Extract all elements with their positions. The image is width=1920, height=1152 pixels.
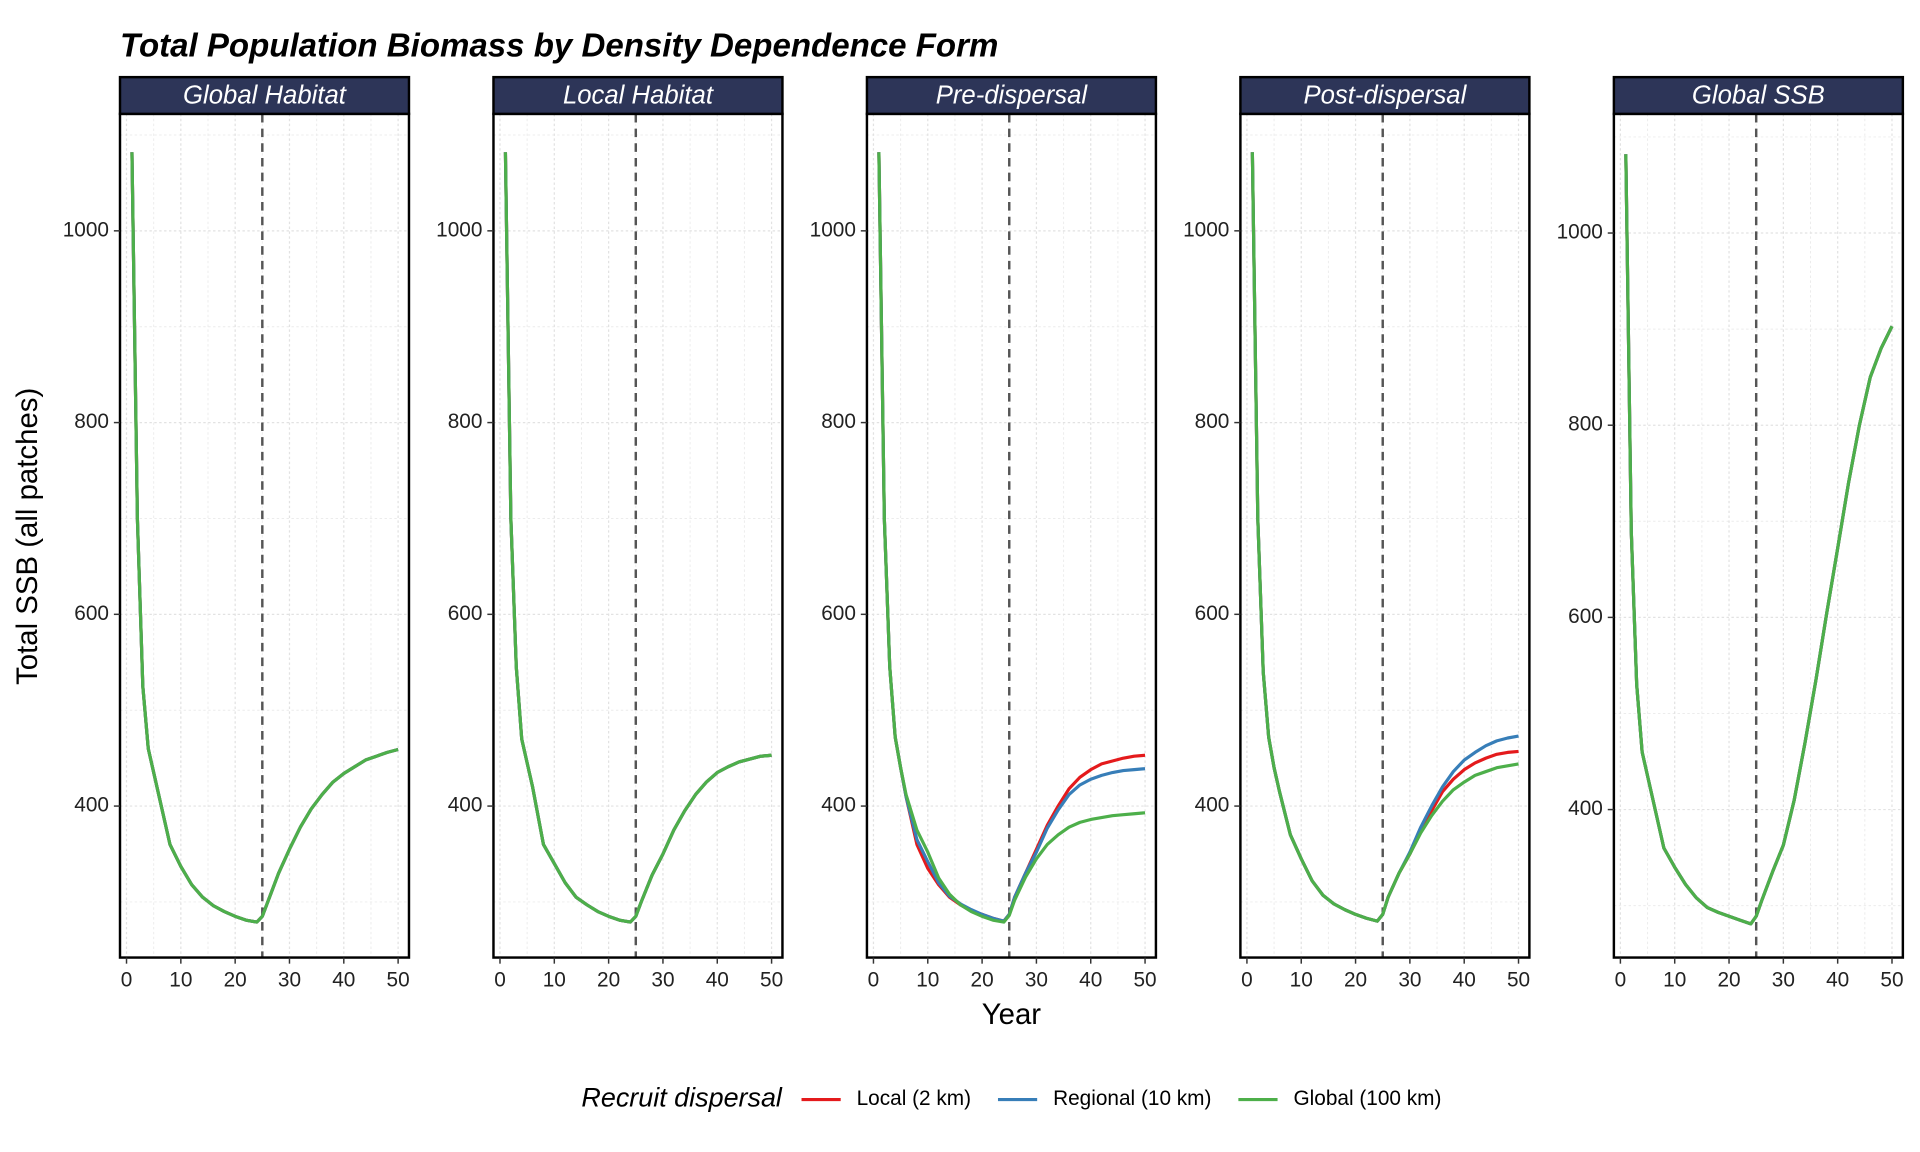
y-tick-label: 400 (1568, 797, 1603, 820)
y-axis-title: Total SSB (all patches) (11, 388, 44, 685)
y-tick-label: 1000 (436, 218, 482, 241)
x-tick-label: 10 (543, 968, 566, 991)
legend: Recruit dispersal Local (2 km) Regional (1… (581, 1083, 1441, 1113)
y-tick-label: 1000 (63, 218, 109, 241)
x-tick-label: 30 (278, 968, 301, 991)
x-tick-label: 10 (169, 968, 192, 991)
legend-title: Recruit dispersal (581, 1083, 783, 1113)
y-tick-label: 600 (821, 602, 856, 625)
facet-strip (118, 75, 411, 116)
x-tick-label: 20 (1344, 968, 1367, 991)
x-tick-label: 50 (1880, 968, 1903, 991)
facet-strip (1612, 75, 1905, 116)
y-tick-label: 400 (448, 794, 483, 817)
panel: Local Habitat 0 10 20 30 40 50 400 600 800 1000 (436, 75, 784, 991)
x-tick-label: 20 (971, 968, 994, 991)
facet-label: Local Habitat (563, 82, 715, 110)
x-tick-label: 0 (1615, 968, 1627, 991)
x-tick-label: 0 (868, 968, 880, 991)
x-tick-label: 0 (1241, 968, 1253, 991)
x-tick-label: 50 (1507, 968, 1530, 991)
x-tick-label: 30 (1772, 968, 1795, 991)
facet-label: Pre-dispersal (936, 82, 1089, 110)
y-tick-label: 800 (821, 410, 856, 433)
x-tick-label: 40 (1826, 968, 1849, 991)
series-line (1624, 154, 1894, 926)
facet-label: Post-dispersal (1303, 82, 1467, 110)
y-tick-label: 1000 (1557, 221, 1603, 244)
x-tick-label: 10 (1663, 968, 1686, 991)
facet-strip (492, 75, 784, 116)
facet-strip (865, 75, 1158, 116)
y-tick-label: 800 (1568, 413, 1603, 436)
panel: Global SSB 0 10 20 30 40 50 400 600 800 1000 (1557, 75, 1905, 991)
series-line (503, 152, 772, 924)
y-tick-label: 800 (74, 410, 109, 433)
figure-title: Total Population Biomass by Density Depe… (120, 27, 998, 64)
y-tick-label: 400 (74, 794, 109, 817)
facet-strip (1239, 75, 1531, 116)
x-tick-label: 0 (494, 968, 506, 991)
x-tick-label: 40 (706, 968, 729, 991)
y-tick-label: 600 (1195, 602, 1230, 625)
panel: Post-dispersal 0 10 20 30 40 50 400 600 800 1000 (1183, 75, 1531, 991)
legend-label: Global (100 km) (1293, 1087, 1441, 1110)
x-tick-label: 10 (916, 968, 939, 991)
series-line (877, 152, 1146, 924)
x-axis-title: Year (982, 998, 1042, 1031)
series-line (130, 152, 399, 924)
y-tick-label: 600 (1568, 605, 1603, 628)
x-tick-label: 0 (121, 968, 133, 991)
y-tick-label: 600 (74, 602, 109, 625)
y-tick-label: 600 (448, 602, 483, 625)
y-tick-label: 800 (1195, 410, 1230, 433)
x-tick-label: 40 (1079, 968, 1102, 991)
x-tick-label: 10 (1290, 968, 1313, 991)
legend-label: Local (2 km) (857, 1087, 971, 1110)
panel: Pre-dispersal 0 10 20 30 40 50 400 600 800 1000 (810, 75, 1158, 991)
series-line (1250, 152, 1519, 923)
facet-label: Global Habitat (183, 82, 348, 110)
x-tick-label: 50 (1133, 968, 1156, 991)
x-tick-label: 50 (387, 968, 410, 991)
y-tick-label: 800 (448, 410, 483, 433)
x-tick-label: 30 (1025, 968, 1048, 991)
x-tick-label: 30 (651, 968, 674, 991)
legend-label: Regional (10 km) (1053, 1087, 1211, 1110)
y-tick-label: 1000 (810, 218, 856, 241)
y-tick-label: 1000 (1183, 218, 1229, 241)
y-tick-label: 400 (1195, 794, 1230, 817)
y-tick-label: 400 (821, 794, 856, 817)
x-tick-label: 40 (1453, 968, 1476, 991)
panel: Global Habitat 0 10 20 30 40 50 400 600 800 1000 (63, 75, 411, 991)
x-tick-label: 50 (760, 968, 783, 991)
x-tick-label: 40 (332, 968, 355, 991)
x-tick-label: 20 (224, 968, 247, 991)
x-tick-label: 20 (1717, 968, 1740, 991)
facet-label: Global SSB (1692, 82, 1825, 110)
x-tick-label: 20 (597, 968, 620, 991)
x-tick-label: 30 (1398, 968, 1421, 991)
